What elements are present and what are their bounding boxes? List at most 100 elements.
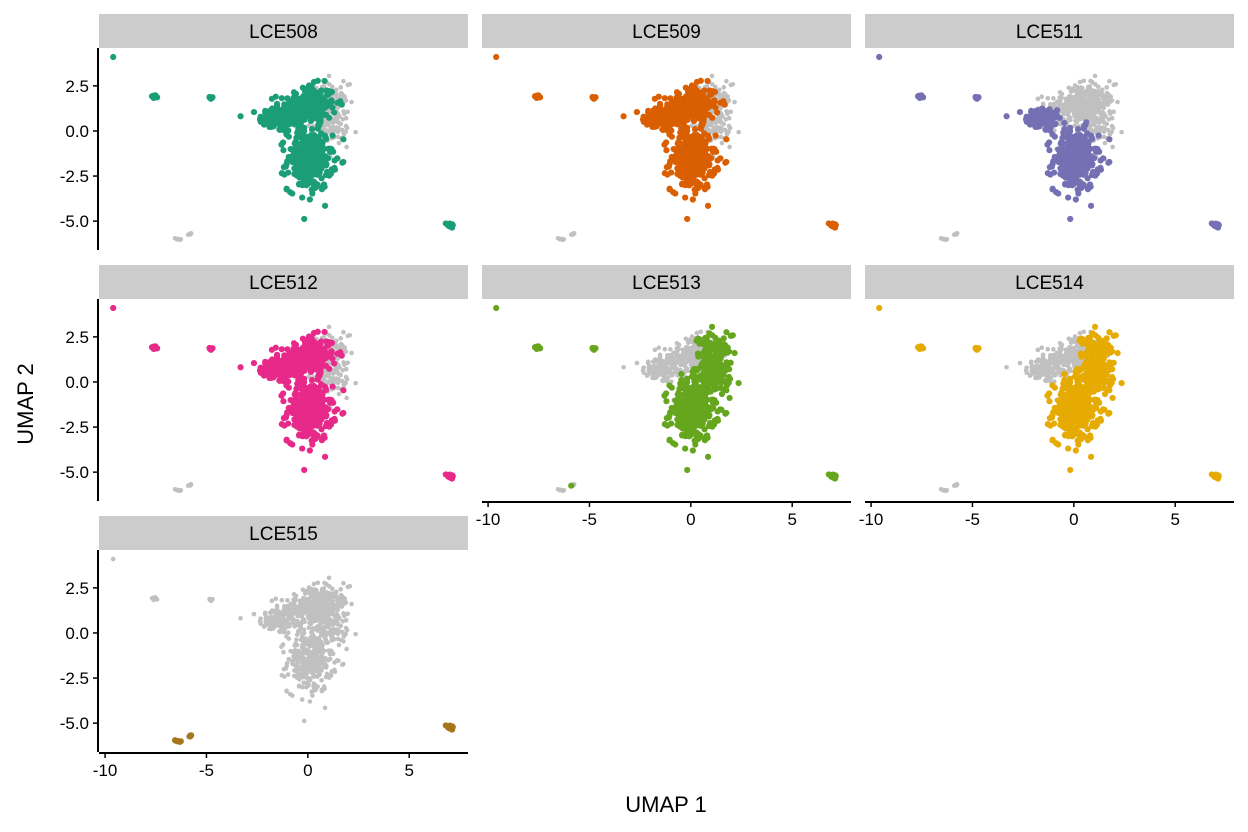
highlighted-point [668,102,675,109]
highlighted-point [257,118,264,125]
background-point [1057,340,1063,346]
scatter-points [110,304,456,494]
highlighted-point [306,447,313,454]
background-point [1081,78,1087,84]
highlighted-point [325,341,332,349]
highlighted-point [264,119,271,126]
highlighted-point [327,170,335,177]
highlighted-point [295,181,303,188]
highlighted-point [678,413,685,420]
background-point [341,78,346,84]
highlighted-point [662,108,669,115]
highlighted-point [672,190,679,197]
background-point [1087,84,1093,89]
highlighted-point [727,359,734,366]
background-point [1045,346,1051,352]
background-point [326,129,332,134]
background-point [185,483,191,488]
background-point [1046,359,1051,365]
background-point [345,109,350,115]
background-point [709,129,715,134]
facet-panel-LCE509: LCE509 [482,14,851,243]
background-point [1096,103,1102,109]
highlighted-point [303,177,310,185]
facet-strip-label: LCE514 [1015,273,1084,294]
highlighted-point [1061,119,1068,127]
background-point [721,85,727,90]
highlighted-point [1048,163,1056,170]
background-point [1072,334,1078,339]
highlighted-point [714,157,721,164]
background-point [1119,129,1124,135]
highlighted-point [917,345,924,352]
highlighted-point [1102,348,1109,355]
highlighted-point [264,370,271,377]
background-point [349,99,354,105]
highlighted-point [285,384,292,391]
highlighted-point [672,441,679,448]
highlighted-point [661,421,668,428]
background-point [557,487,563,493]
highlighted-point [282,414,290,421]
background-point [344,395,349,401]
background-point [1091,111,1097,117]
highlighted-point [701,130,708,137]
facet-panel-LCE513: LCE513-10 -5 0 5 [476,265,851,529]
background-point [725,94,731,99]
highlighted-point [237,113,244,120]
highlighted-point [1094,343,1101,350]
highlighted-point [278,392,285,399]
background-point [668,370,674,375]
highlighted-point [304,154,311,161]
background-point [336,125,341,131]
highlighted-point [320,345,327,353]
highlighted-point [656,100,664,107]
background-point [1069,337,1074,343]
background-point [726,98,732,103]
scatter-points [493,53,839,243]
highlighted-point [285,353,292,360]
highlighted-point [709,369,716,376]
highlighted-point [313,164,320,171]
highlighted-point [663,147,670,154]
background-point [174,487,180,493]
highlighted-point [1075,140,1083,147]
highlighted-point [699,146,706,154]
highlighted-point [695,112,702,119]
highlighted-point [1070,154,1077,161]
highlighted-point [876,304,883,312]
highlighted-point [271,118,278,125]
highlighted-point [1118,380,1125,387]
highlighted-point [309,441,316,448]
highlighted-point [312,435,319,442]
highlighted-point [1058,138,1065,145]
highlighted-point [692,190,699,197]
background-point [1057,95,1062,100]
highlighted-point [311,343,318,350]
background-point [1040,101,1046,107]
background-point [951,483,957,488]
highlighted-point [708,155,715,162]
highlighted-point [305,82,313,89]
highlighted-point [709,332,716,339]
highlighted-point [1106,387,1113,394]
background-point [1102,140,1108,146]
background-point [718,134,724,140]
highlighted-point [1076,337,1083,344]
highlighted-point [1099,369,1106,376]
background-point [1038,370,1044,376]
facet-strip-label: LCE508 [249,22,318,43]
highlighted-point [318,130,325,137]
background-point [732,99,737,105]
background-point [681,356,686,362]
y-tick-label: -2.5 [60,167,89,186]
highlighted-point [329,132,336,139]
highlighted-point [697,171,704,178]
highlighted-point [1086,181,1094,188]
background-point [335,134,341,140]
highlighted-point [687,154,694,161]
background-point [353,380,358,386]
highlighted-point [340,387,347,394]
highlighted-point [661,170,668,177]
highlighted-point [731,349,738,357]
